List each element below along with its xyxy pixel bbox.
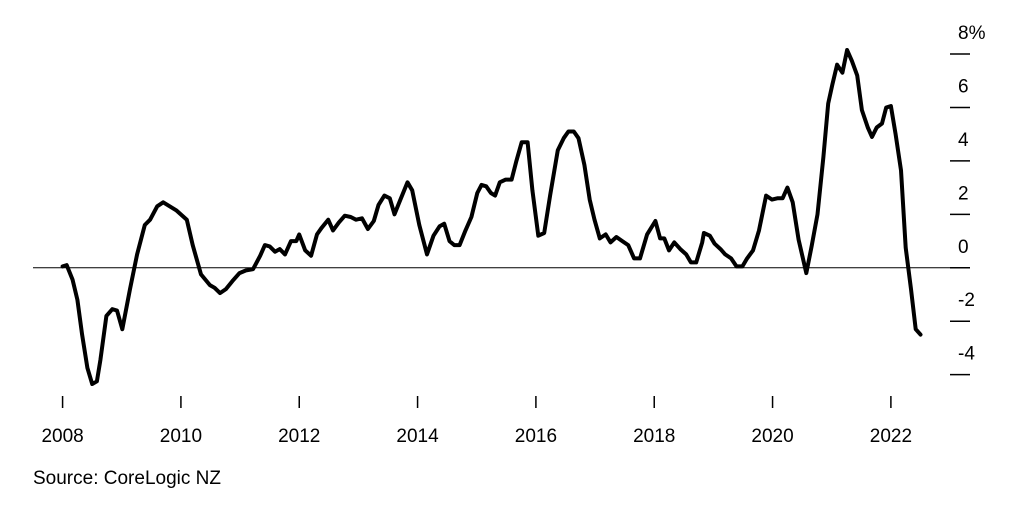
x-tick-label: 2020	[751, 426, 793, 447]
x-tick-label: 2022	[870, 426, 912, 447]
x-tick-label: 2014	[396, 426, 439, 447]
x-tick-label: 2012	[278, 426, 320, 447]
y-tick-label: 4	[958, 130, 969, 151]
x-tick-label: 2008	[41, 426, 83, 447]
source-note: Source: CoreLogic NZ	[33, 468, 221, 489]
y-tick-label: -2	[958, 290, 975, 311]
y-tick-label: 6	[958, 76, 969, 97]
y-tick-label: -4	[958, 344, 975, 365]
x-tick-label: 2018	[633, 426, 675, 447]
y-tick-label: 0	[958, 237, 969, 258]
x-tick-label: 2010	[160, 426, 202, 447]
x-tick-label: 2016	[515, 426, 557, 447]
y-tick-label: 8%	[958, 23, 986, 44]
y-tick-label: 2	[958, 183, 969, 204]
line-series	[60, 48, 923, 386]
